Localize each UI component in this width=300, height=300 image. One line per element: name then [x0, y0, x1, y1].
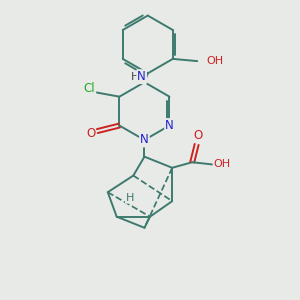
Text: N: N — [140, 134, 149, 146]
Text: OH: OH — [214, 159, 231, 170]
Text: Cl: Cl — [84, 82, 95, 95]
Text: N: N — [137, 70, 146, 83]
Text: H: H — [131, 72, 139, 82]
Text: N: N — [165, 119, 174, 132]
Text: O: O — [193, 129, 203, 142]
Text: O: O — [86, 127, 95, 140]
Text: H: H — [126, 193, 134, 203]
Text: OH: OH — [206, 56, 223, 66]
